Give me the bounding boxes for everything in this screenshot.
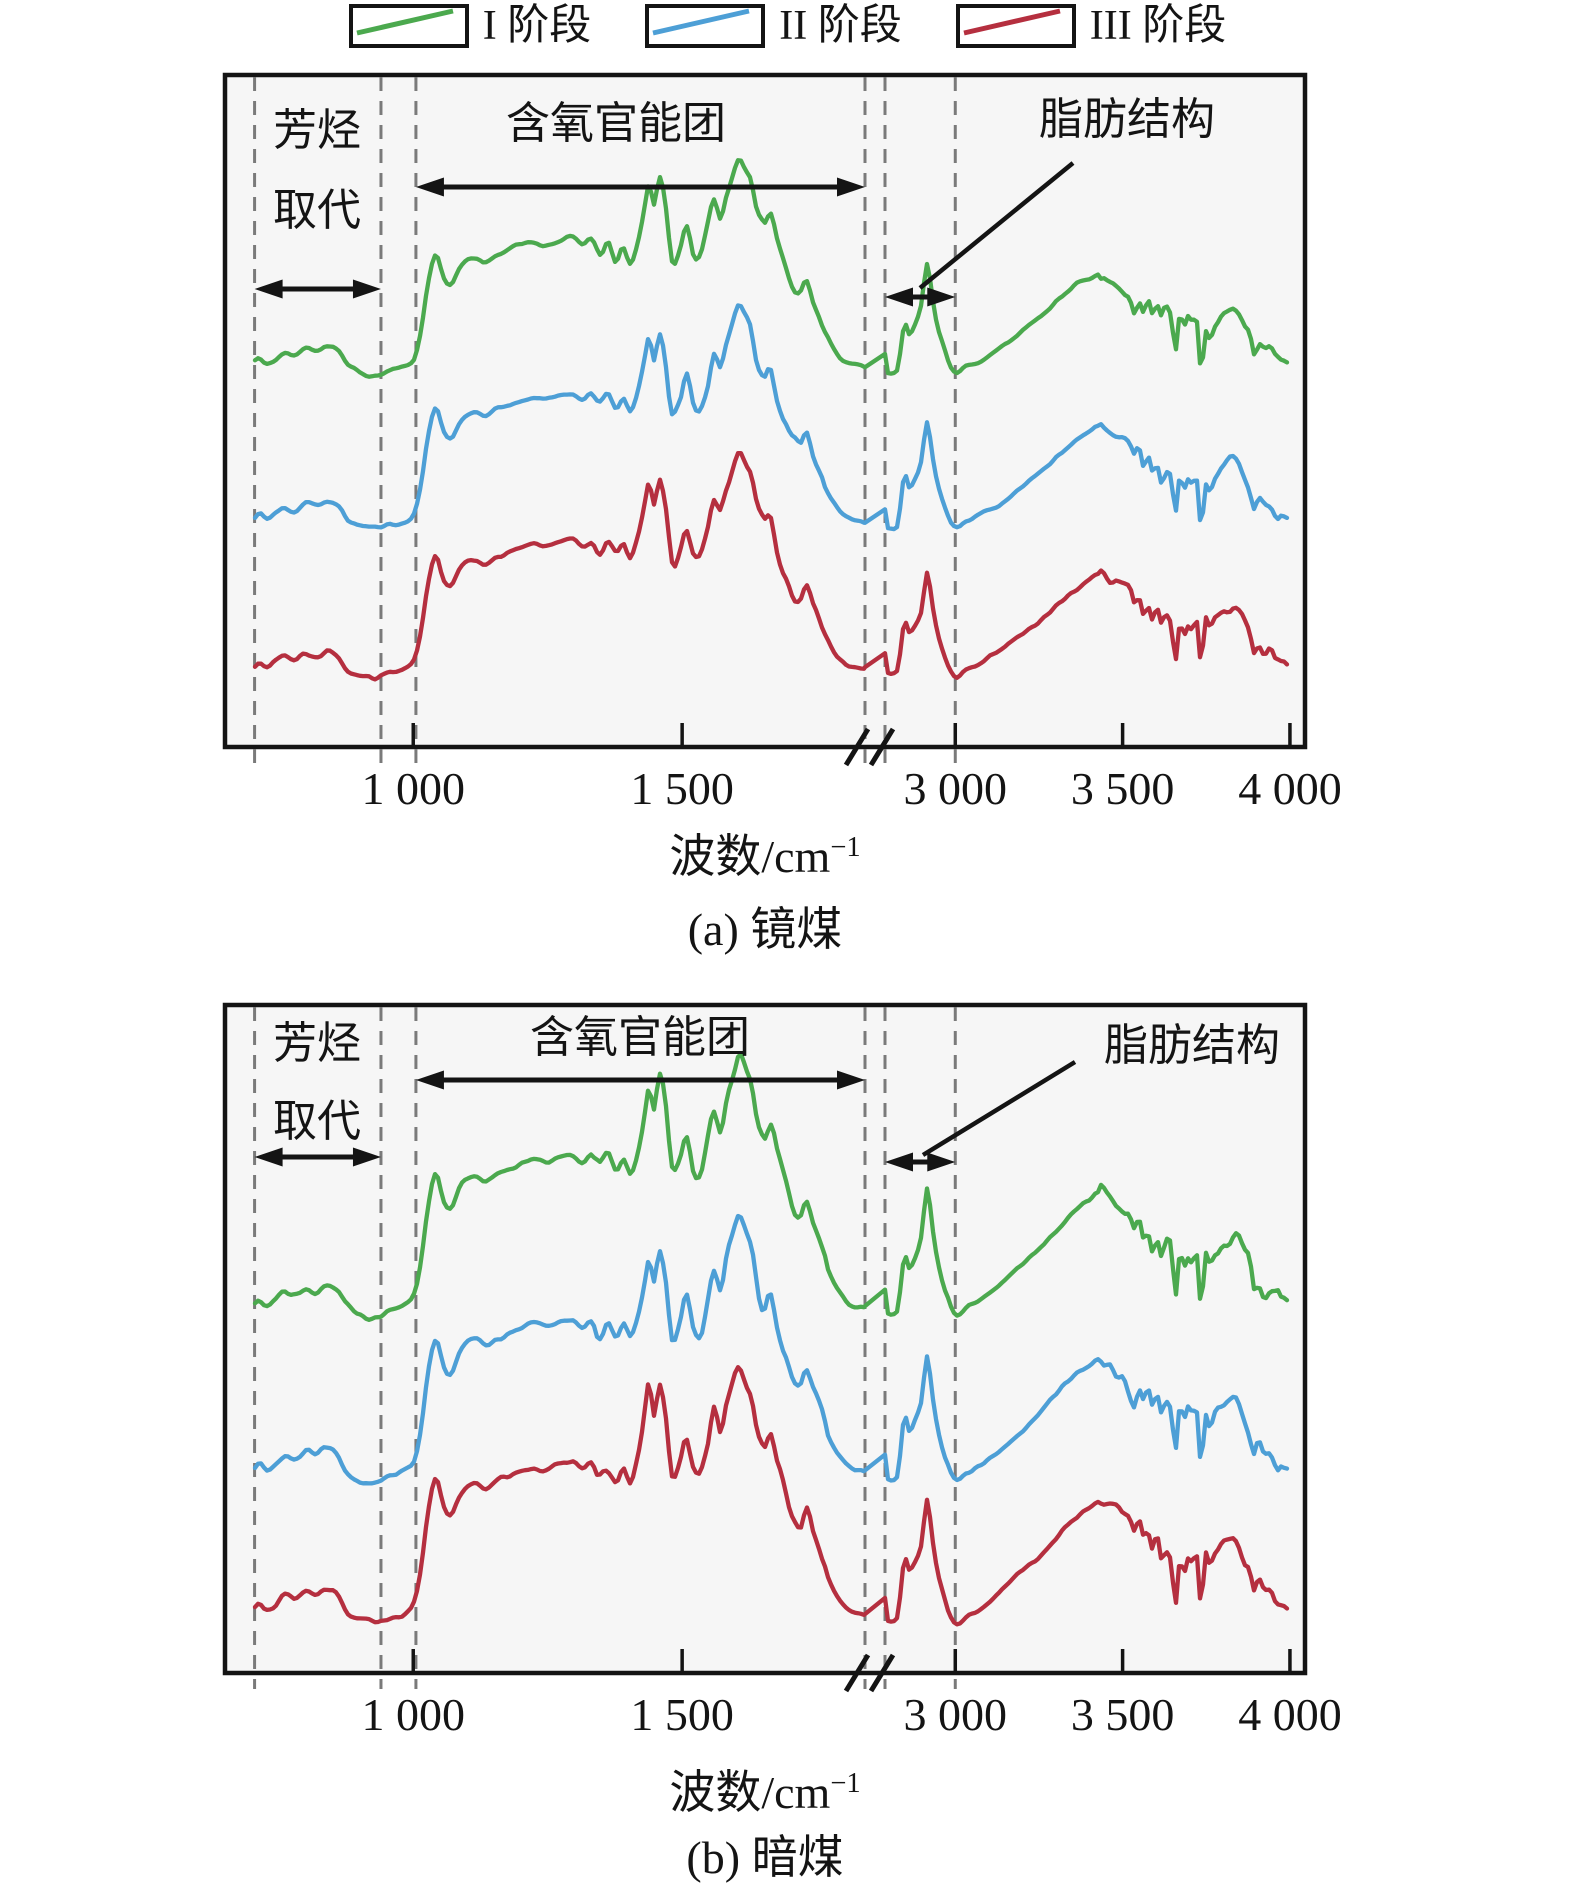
aromatic-range-arrow-a-right-head xyxy=(352,279,381,299)
legend-item-stage-3: III 阶段 xyxy=(955,3,1227,49)
panel-a-caption: (a) 镜煤 xyxy=(687,904,843,955)
spectrum-curve-b-stage-III xyxy=(252,1365,1290,1627)
aromatic-range-arrow-b-right-head xyxy=(352,1147,381,1167)
legend-item-stage-1: I 阶段 xyxy=(348,3,592,49)
panel-a-aliphatic-label: 脂肪结构 xyxy=(1039,95,1215,144)
aliphatic-pointer-line-b xyxy=(921,1060,1077,1157)
aliphatic-range-arrow-b-left-head xyxy=(885,1152,913,1172)
panel-b-x-axis-label-sup: −1 xyxy=(830,1767,861,1799)
panel-b-tick-1500: 1 500 xyxy=(630,1689,734,1740)
panel-a-x-axis-label-text: 波数/cm xyxy=(669,831,831,883)
plot-area-b xyxy=(222,1002,1308,1676)
panel-b-tick-3000: 3 000 xyxy=(903,1689,1008,1740)
legend-swatch-stage-1 xyxy=(348,4,469,48)
panel-b-tick-3500: 3 500 xyxy=(1070,1689,1175,1740)
oxygen-range-arrow-a-left-head xyxy=(415,177,444,197)
panel-a-aromatic-label-line2: 取代 xyxy=(273,186,361,235)
panel-b-aliphatic-label: 脂肪结构 xyxy=(1104,1021,1280,1070)
axis-break-mark-a-1 xyxy=(843,727,871,767)
aliphatic-pointer-line-a xyxy=(918,161,1075,290)
aromatic-range-arrow-a-left-head xyxy=(254,279,283,299)
panel-a-tick-4000: 4 000 xyxy=(1238,763,1342,814)
legend: I 阶段 II 阶段 III 阶段 xyxy=(0,4,1575,48)
legend-item-stage-2: II 阶段 xyxy=(645,3,902,49)
panel-b-oxygen-label: 含氧官能团 xyxy=(530,1013,750,1062)
legend-label-stage-3: III 阶段 xyxy=(1089,3,1227,49)
panel-b-x-axis-label: 波数/cm−1 xyxy=(669,1767,861,1819)
legend-line-stage-3-icon xyxy=(963,8,1061,36)
legend-line-stage-1-icon xyxy=(356,8,454,36)
spectrum-curve-b-stage-II xyxy=(252,1213,1290,1486)
legend-label-stage-1: I 阶段 xyxy=(482,3,592,49)
plot-area-a xyxy=(222,72,1308,750)
panel-a-tick-1500: 1 500 xyxy=(630,763,734,814)
legend-line-stage-2-icon xyxy=(652,8,750,36)
panel-b-x-axis-label-text: 波数/cm xyxy=(669,1767,831,1819)
oxygen-range-arrow-b-left-head xyxy=(415,1070,444,1090)
oxygen-range-arrow-b-right-head xyxy=(837,1070,865,1090)
axis-break-mark-b-2 xyxy=(868,1653,896,1693)
legend-swatch-stage-3 xyxy=(955,4,1076,48)
spectrum-curve-a-stage-II xyxy=(252,303,1290,532)
panel-a-x-axis-label: 波数/cm−1 xyxy=(669,831,861,883)
axis-break-mark-b-1 xyxy=(843,1653,871,1693)
panel-a-aromatic-label-line1: 芳烃 xyxy=(273,106,361,155)
panel-b-tick-4000: 4 000 xyxy=(1238,1689,1342,1740)
panel-b-tick-1000: 1 000 xyxy=(361,1689,465,1740)
panel-b-aromatic-label-line2: 取代 xyxy=(273,1097,361,1146)
aliphatic-range-arrow-a-right-head xyxy=(927,287,956,307)
panel-a-oxygen-label: 含氧官能团 xyxy=(506,99,726,148)
panel-b-aromatic-label-line1: 芳烃 xyxy=(273,1019,361,1068)
panel-a-tick-1000: 1 000 xyxy=(361,763,465,814)
panel-b-caption: (b) 暗煤 xyxy=(686,1832,844,1883)
aliphatic-range-arrow-b-right-head xyxy=(927,1152,956,1172)
panel-a-tick-3500: 3 500 xyxy=(1070,763,1175,814)
panel-a-tick-3000: 3 000 xyxy=(903,763,1008,814)
spectrum-curve-a-stage-III xyxy=(252,451,1290,682)
axis-break-mark-a-2 xyxy=(868,727,896,767)
legend-swatch-stage-2 xyxy=(645,4,766,48)
aromatic-range-arrow-b-left-head xyxy=(254,1147,283,1167)
spectrum-curve-b-stage-I xyxy=(252,1051,1290,1322)
aliphatic-range-arrow-a-left-head xyxy=(885,287,913,307)
oxygen-range-arrow-a-right-head xyxy=(837,177,865,197)
spectrum-curve-a-stage-I xyxy=(252,158,1290,379)
panel-a-x-axis-label-sup: −1 xyxy=(830,831,861,863)
legend-label-stage-2: II 阶段 xyxy=(779,3,902,49)
